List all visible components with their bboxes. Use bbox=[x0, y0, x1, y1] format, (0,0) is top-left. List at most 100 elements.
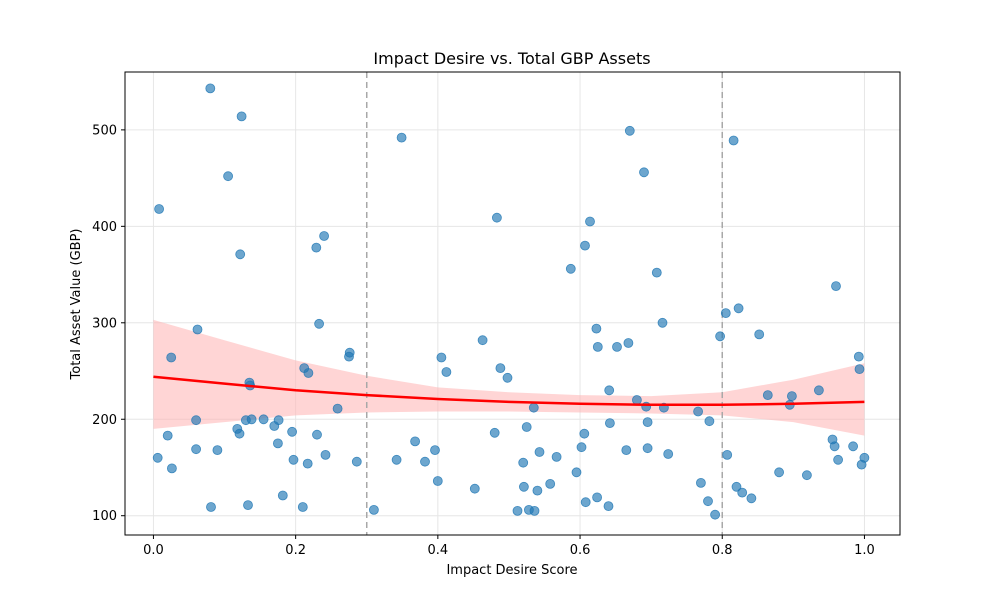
scatter-point bbox=[206, 502, 216, 512]
scatter-point bbox=[642, 443, 653, 454]
scatter-point bbox=[787, 391, 797, 402]
scatter-point bbox=[391, 454, 402, 465]
scatter-point bbox=[191, 444, 202, 455]
scatter-point bbox=[273, 415, 284, 426]
scatter-point bbox=[287, 426, 298, 437]
x-tick-label: 1.0 bbox=[854, 543, 875, 558]
scatter-point bbox=[212, 445, 223, 456]
y-tick-label: 300 bbox=[92, 316, 117, 331]
scatter-point bbox=[162, 430, 173, 441]
y-axis-ticks: 100 200 300 400 500 bbox=[92, 123, 125, 524]
scatter-point bbox=[436, 352, 447, 363]
scatter-point bbox=[277, 490, 288, 501]
x-axis-ticks: 0.0 0.2 0.4 0.6 0.8 1.0 bbox=[143, 535, 875, 558]
scatter-point bbox=[746, 493, 757, 504]
scatter-point bbox=[728, 135, 739, 146]
scatter-point bbox=[722, 449, 733, 460]
scatter-point bbox=[243, 500, 253, 511]
scatter-point bbox=[495, 363, 506, 374]
scatter-point bbox=[571, 467, 582, 478]
scatter-point bbox=[579, 428, 590, 439]
scatter-point bbox=[154, 204, 165, 214]
scatter-point bbox=[534, 447, 545, 457]
scatter-point bbox=[312, 429, 322, 440]
scatter-point bbox=[733, 303, 744, 314]
scatter-point bbox=[441, 367, 452, 377]
scatter-point bbox=[720, 308, 731, 319]
scatter-point bbox=[420, 456, 430, 467]
scatter-point bbox=[592, 341, 603, 352]
scatter-point bbox=[715, 331, 725, 342]
scatter-point bbox=[591, 323, 602, 334]
x-tick-label: 0.6 bbox=[570, 543, 591, 558]
scatter-point bbox=[632, 395, 642, 405]
scatter-point bbox=[491, 212, 502, 223]
scatter-point bbox=[303, 368, 314, 378]
scatter-point bbox=[848, 441, 858, 452]
y-tick-label: 100 bbox=[92, 509, 117, 524]
scatter-point bbox=[223, 171, 234, 182]
scatter-point bbox=[642, 417, 653, 428]
scatter-point bbox=[191, 415, 202, 426]
reference-lines bbox=[365, 72, 723, 535]
scatter-point bbox=[831, 281, 841, 292]
scatter-point bbox=[623, 338, 634, 348]
y-tick-label: 200 bbox=[92, 413, 117, 428]
scatter-point bbox=[302, 458, 313, 469]
scatter-point bbox=[585, 216, 595, 227]
x-tick-label: 0.2 bbox=[285, 543, 306, 558]
scatter-point bbox=[580, 240, 590, 251]
scatter-point bbox=[663, 449, 674, 459]
scatter-point bbox=[432, 476, 443, 486]
x-axis-label: Impact Desire Score bbox=[446, 563, 577, 578]
scatter-point bbox=[311, 242, 322, 253]
scatter-point bbox=[314, 318, 325, 329]
scatter-point bbox=[651, 267, 662, 278]
scatter-point bbox=[469, 483, 480, 494]
plot-frame bbox=[124, 71, 901, 536]
scatter-point bbox=[580, 497, 591, 508]
scatter-point bbox=[368, 504, 379, 515]
scatter-point bbox=[518, 457, 529, 468]
scatter-point bbox=[246, 414, 257, 425]
scatter-point bbox=[410, 436, 421, 447]
y-tick-label: 400 bbox=[92, 220, 117, 235]
scatter-point bbox=[297, 502, 308, 512]
scatter-point bbox=[592, 492, 602, 503]
scatter-point bbox=[528, 402, 539, 413]
scatter-point bbox=[166, 352, 177, 363]
scatter-point bbox=[319, 231, 330, 241]
scatter-point bbox=[545, 478, 556, 489]
scatter-point bbox=[624, 125, 635, 136]
scatter-point bbox=[235, 249, 246, 260]
scatter-point bbox=[351, 456, 362, 467]
scatter-point bbox=[833, 454, 843, 465]
scatter-point bbox=[802, 470, 812, 481]
scatter-point bbox=[502, 372, 513, 383]
x-tick-label: 0.0 bbox=[143, 543, 164, 558]
scatter-point bbox=[693, 406, 703, 417]
scatter-point bbox=[288, 454, 299, 465]
scatter-point bbox=[731, 481, 742, 492]
scatter-point bbox=[344, 347, 355, 358]
grid bbox=[125, 72, 900, 535]
scatter-point bbox=[332, 403, 343, 414]
scatter-point bbox=[519, 481, 529, 492]
scatter-point bbox=[512, 505, 523, 516]
scatter-point bbox=[477, 335, 488, 346]
scatter-point bbox=[166, 463, 177, 474]
scatter-point bbox=[551, 451, 562, 462]
scatter-point bbox=[576, 442, 587, 453]
scatter-point bbox=[754, 329, 765, 340]
scatter-point bbox=[236, 111, 247, 122]
scatter-point bbox=[604, 385, 615, 396]
x-tick-label: 0.4 bbox=[428, 543, 449, 558]
scatter-point bbox=[320, 449, 331, 460]
scatter-point bbox=[565, 263, 576, 274]
scatter-point bbox=[657, 317, 668, 328]
scatter-point bbox=[737, 487, 748, 498]
scatter-point bbox=[829, 441, 840, 452]
confidence-band-group bbox=[153, 319, 865, 436]
scatter-point bbox=[704, 416, 715, 427]
